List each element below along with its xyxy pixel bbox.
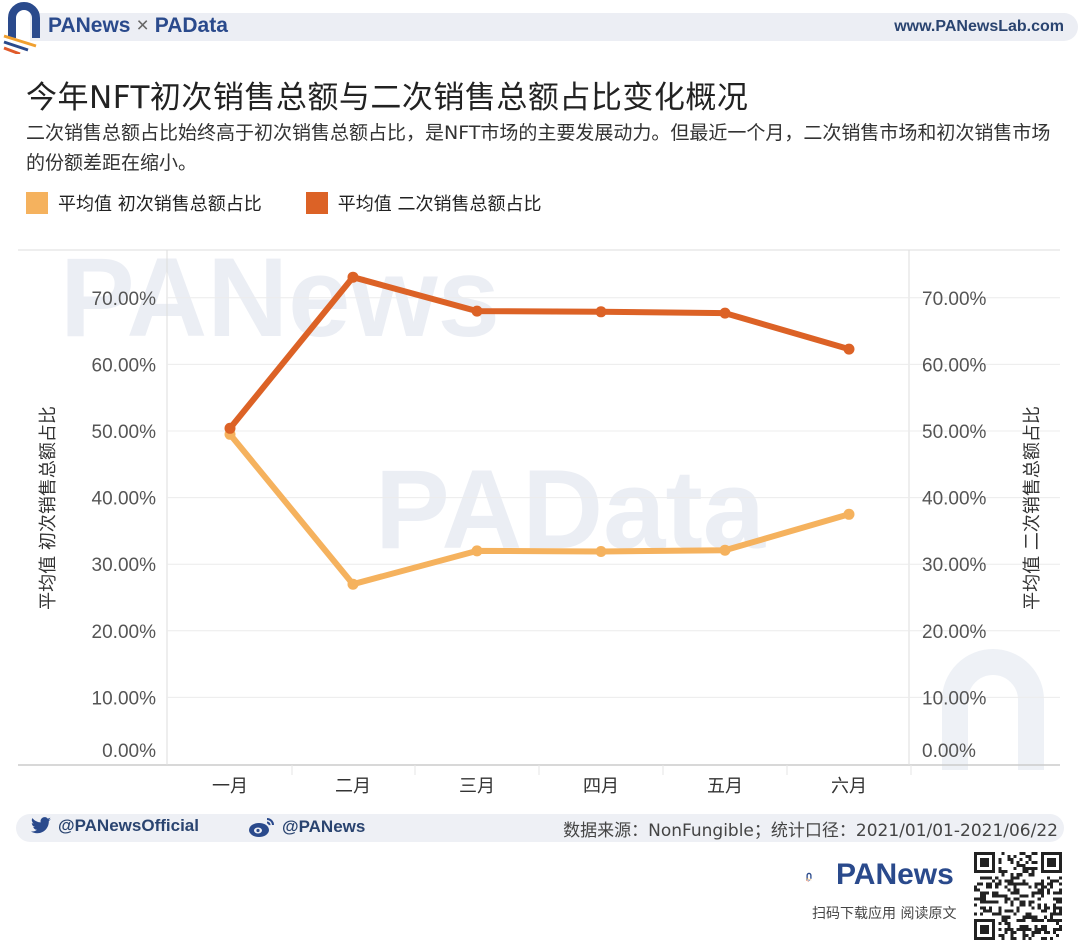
brand-padata: PAData — [154, 14, 228, 37]
legend-label-primary: 平均值 初次销售总额占比 — [58, 194, 262, 215]
header-band — [30, 13, 1078, 41]
scan-download-text: 扫码下载应用 阅读原文 — [812, 906, 957, 922]
panews-logo-icon — [3, 2, 40, 54]
legend-swatch-primary — [26, 192, 48, 214]
svg-text:50.00%: 50.00% — [92, 422, 157, 443]
data-point — [843, 508, 855, 520]
qr-code-icon[interactable] — [974, 852, 1062, 940]
svg-text:10.00%: 10.00% — [92, 688, 157, 709]
svg-text:10.00%: 10.00% — [922, 688, 987, 709]
watermark-logo-icon — [942, 649, 1044, 770]
svg-text:70.00%: 70.00% — [922, 289, 987, 310]
data-point — [347, 578, 359, 590]
legend-item-primary: 平均值 初次销售总额占比 — [26, 190, 262, 216]
svg-text:30.00%: 30.00% — [92, 555, 157, 576]
svg-text:40.00%: 40.00% — [92, 489, 157, 510]
svg-text:0.00%: 0.00% — [102, 741, 156, 762]
svg-text:一月: 一月 — [212, 776, 248, 797]
svg-text:0.00%: 0.00% — [922, 741, 976, 762]
x-axis-ticks: 一月 二月 三月 四月 五月 六月 — [212, 765, 912, 797]
svg-text:60.00%: 60.00% — [92, 355, 157, 376]
site-url-link[interactable]: www.PANewsLab.com — [894, 18, 1064, 35]
legend-label-secondary: 平均值 二次销售总额占比 — [337, 194, 542, 215]
data-point — [595, 546, 607, 557]
svg-text:四月: 四月 — [583, 776, 619, 797]
line-chart: PANews PAData 0.00%10.00%20.00%30.00%40.… — [18, 240, 1060, 797]
data-point — [224, 422, 236, 434]
svg-text:30.00%: 30.00% — [922, 555, 987, 576]
svg-text:五月: 五月 — [707, 776, 743, 797]
chart-subtitle: 二次销售总额占比始终高于初次销售总额占比，是NFT市场的主要发展动力。但最近一个… — [26, 122, 1051, 174]
chart-gridlines — [167, 297, 1060, 698]
header-bar: PANews × PAData www.PANewsLab.com — [0, 0, 1080, 60]
svg-text:三月: 三月 — [459, 776, 495, 797]
weibo-handle[interactable]: @PANews — [248, 816, 365, 838]
chart-title: 今年NFT初次销售总额与二次销售总额占比变化概况 — [26, 80, 749, 116]
svg-text:二月: 二月 — [335, 776, 371, 797]
data-point — [471, 305, 483, 317]
data-point — [471, 545, 483, 557]
legend-item-secondary: 平均值 二次销售总额占比 — [305, 190, 542, 216]
svg-text:20.00%: 20.00% — [92, 622, 157, 643]
y-axis-left-ticks: 0.00% 10.00% 20.00% 30.00% 40.00% 50.00% 60.00… — [92, 289, 157, 762]
series-secondary-sales — [224, 271, 855, 434]
y-axis-left-label: 平均值 初次销售总额占比 — [38, 406, 59, 610]
weibo-handle-text: @PANews — [282, 817, 366, 836]
data-point — [595, 306, 607, 318]
chart-series — [224, 271, 855, 590]
y-axis-right-label: 平均值 二次销售总额占比 — [1022, 406, 1043, 610]
svg-text:六月: 六月 — [831, 776, 867, 797]
bottom-panews-logo-icon — [806, 872, 812, 882]
data-point — [843, 343, 855, 355]
svg-text:70.00%: 70.00% — [92, 289, 157, 310]
svg-text:20.00%: 20.00% — [922, 622, 987, 643]
data-point — [719, 307, 731, 319]
twitter-handle[interactable]: @PANewsOfficial — [30, 816, 199, 836]
brand-panews: PANews — [48, 14, 131, 37]
y-axis-right-ticks: 0.00% 10.00% 20.00% 30.00% 40.00% 50.00% 60.00… — [922, 289, 987, 762]
svg-text:50.00%: 50.00% — [922, 422, 987, 443]
chart-legend: 平均值 初次销售总额占比 平均值 二次销售总额占比 — [26, 190, 585, 216]
brand-title: PANews × PAData — [48, 14, 228, 38]
svg-text:40.00%: 40.00% — [922, 489, 987, 510]
bottom-brand: PANews — [836, 858, 954, 891]
data-point — [347, 271, 359, 283]
twitter-icon — [31, 817, 51, 834]
weibo-icon — [249, 818, 274, 837]
twitter-handle-text: @PANewsOfficial — [58, 816, 199, 835]
brand-separator: × — [136, 14, 149, 37]
footer-band — [16, 814, 1064, 842]
legend-swatch-secondary — [305, 192, 328, 214]
data-point — [719, 544, 731, 556]
data-source-note: 数据来源：NonFungible；统计口径：2021/01/01-2021/06… — [563, 821, 1058, 841]
svg-text:60.00%: 60.00% — [922, 355, 987, 376]
